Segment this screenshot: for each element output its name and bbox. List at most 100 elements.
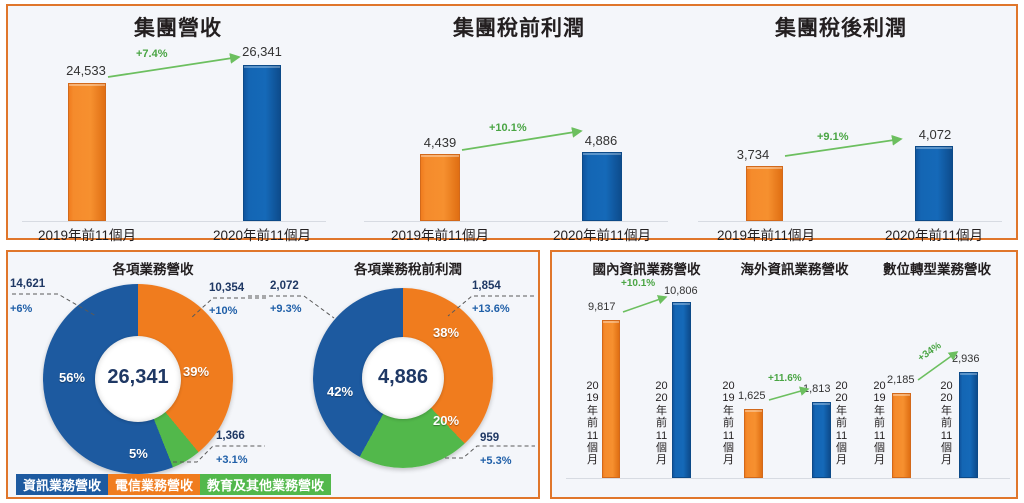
baseline-domestic-it-revenue [566, 478, 718, 479]
value-label-2020-digital-transformation-revenue: 2,936 [952, 353, 980, 365]
growth-arrow-domestic-it-revenue [622, 295, 668, 313]
axis-label-2019-group-revenue: 2019年前11個月 [37, 228, 137, 243]
bar-2020-pretax-profit [582, 152, 622, 221]
legend-item-information-revenue[interactable]: 資訊業務營收 [16, 474, 109, 495]
growth-arrow-pretax-profit [461, 127, 583, 151]
legend-label-information-revenue: 資訊業務營收 [23, 478, 102, 493]
chart-title-group-revenue: 集團營收 [134, 17, 222, 40]
legend-label-telecom-revenue: 電信業務營收 [115, 478, 194, 493]
callout-value-telecom-business-pretax-profit: 1,854 [472, 280, 501, 292]
slice-pct-telecom-business-pretax-profit: 38% [433, 325, 460, 340]
donut-hole-business-revenue [95, 336, 181, 422]
bar-2019-overseas-it-revenue [744, 409, 763, 478]
chart-title-business-pretax-profit: 各項業務稅前利潤 [354, 262, 462, 277]
slice-pct-telecom-business-revenue: 39% [183, 364, 210, 379]
callout-growth-info-business-revenue: +6% [10, 303, 33, 315]
axis-label-2020-digital-transformation-revenue: 2020年前11個月 [940, 380, 953, 467]
value-label-2020-group-revenue: 26,341 [242, 44, 282, 59]
top-summary-panel: 集團營收 24,533 26,341 +7.4% 2019年前11個月 2020… [6, 4, 1018, 243]
value-label-2019-overseas-it-revenue: 1,625 [738, 390, 766, 402]
axis-label-2019-aftertax-profit: 2019年前11個月 [716, 228, 816, 243]
baseline-aftertax-profit [698, 221, 1002, 222]
bar-2020-overseas-it-revenue [812, 402, 831, 478]
chart-title-digital-transformation-revenue: 數位轉型業務營收 [883, 262, 991, 277]
donut-center-value-business-revenue: 26,341 [107, 366, 169, 388]
axis-label-2019-pretax-profit: 2019年前11個月 [390, 228, 490, 243]
chart-title-aftertax-profit: 集團稅後利潤 [775, 17, 907, 40]
callout-value-education-business-revenue: 1,366 [216, 430, 245, 442]
growth-arrow-overseas-it-revenue [768, 386, 810, 401]
chart-title-overseas-it-revenue: 海外資訊業務營收 [740, 262, 849, 277]
value-label-2020-domestic-it-revenue: 10,806 [664, 285, 698, 297]
value-label-2019-aftertax-profit: 3,734 [736, 147, 770, 162]
axis-label-2019-digital-transformation-revenue: 2019年前11個月 [873, 380, 886, 467]
growth-arrow-group-revenue [107, 53, 241, 78]
callout-value-education-business-pretax-profit: 959 [480, 432, 500, 444]
donut-business-pretax-profit: 4,886 42% 38% 20% [313, 288, 493, 468]
callout-value-info-business-pretax-profit: 2,072 [270, 280, 299, 292]
donut-hole-business-pretax-profit [362, 337, 444, 419]
bar-2019-digital-transformation-revenue [892, 393, 911, 478]
segment-revenue-panel: 國內資訊業務營收 9,817 10,806 +10.1% 2019年前11個月 … [550, 250, 1018, 499]
baseline-digital-transformation-revenue [870, 478, 1010, 479]
bar-2019-group-revenue [68, 83, 106, 221]
axis-label-2020-overseas-it-revenue: 2020年前11個月 [835, 380, 848, 467]
growth-arrow-aftertax-profit [784, 134, 903, 157]
axis-label-2020-aftertax-profit: 2020年前11個月 [884, 228, 984, 243]
axis-label-2019-domestic-it-revenue: 2019年前11個月 [586, 380, 599, 467]
value-label-2019-digital-transformation-revenue: 2,185 [887, 374, 915, 386]
value-label-2020-aftertax-profit: 4,072 [918, 127, 952, 142]
donut-business-revenue: 26,341 56% 39% 5% [43, 284, 233, 474]
slice-pct-education-business-revenue: 5% [129, 446, 148, 461]
baseline-group-revenue [22, 221, 326, 222]
value-label-2019-pretax-profit: 4,439 [423, 135, 457, 150]
callout-value-telecom-business-revenue: 10,354 [209, 282, 245, 294]
donut-center-value-business-pretax-profit: 4,886 [377, 366, 429, 388]
callout-value-info-business-revenue: 14,621 [10, 278, 46, 290]
leader-line-info-business-pretax-profit [248, 295, 335, 319]
slice-pct-info-business-revenue: 56% [59, 370, 86, 385]
baseline-pretax-profit [364, 221, 668, 222]
bar-2020-digital-transformation-revenue [959, 372, 978, 478]
growth-label-aftertax-profit: +9.1% [817, 131, 849, 143]
legend-item-telecom-revenue[interactable]: 電信業務營收 [108, 474, 201, 495]
value-label-2020-overseas-it-revenue: 1,813 [803, 383, 831, 395]
chart-title-business-revenue: 各項業務營收 [112, 262, 194, 277]
callout-growth-education-business-revenue: +3.1% [216, 454, 248, 466]
leader-line-info-business-revenue [12, 293, 97, 317]
leader-line-education-business-pretax-profit [445, 445, 535, 459]
growth-label-pretax-profit: +10.1% [489, 122, 527, 134]
value-label-2020-pretax-profit: 4,886 [584, 133, 618, 148]
chart-title-domestic-it-revenue: 國內資訊業務營收 [592, 262, 701, 277]
value-label-2019-domestic-it-revenue: 9,817 [588, 301, 616, 313]
growth-label-group-revenue: +7.4% [136, 48, 168, 60]
bar-2020-group-revenue [243, 65, 281, 221]
growth-label-domestic-it-revenue: +10.1% [621, 278, 656, 289]
bar-2020-domestic-it-revenue [672, 302, 691, 478]
callout-growth-education-business-pretax-profit: +5.3% [480, 455, 512, 467]
growth-arrow-digital-transformation-revenue [917, 351, 959, 381]
business-breakdown-panel: 各項業務營收 26,341 56% 39% 5% 14,621 +6% 10,3… [6, 250, 540, 499]
callout-growth-telecom-business-pretax-profit: +13.6% [472, 303, 510, 315]
bar-2019-pretax-profit [420, 154, 460, 221]
axis-label-2020-group-revenue: 2020年前11個月 [212, 228, 312, 243]
bar-2020-aftertax-profit [915, 146, 953, 221]
axis-label-2020-domestic-it-revenue: 2020年前11個月 [655, 380, 668, 467]
donut-legend: 資訊業務營收 電信業務營收 教育及其他業務營收 [16, 474, 332, 495]
callout-growth-info-business-pretax-profit: +9.3% [270, 303, 302, 315]
callout-growth-telecom-business-revenue: +10% [209, 305, 238, 317]
axis-label-2020-pretax-profit: 2020年前11個月 [552, 228, 652, 243]
baseline-overseas-it-revenue [718, 478, 870, 479]
slice-pct-education-business-pretax-profit: 20% [433, 413, 460, 428]
bar-2019-aftertax-profit [746, 166, 783, 221]
chart-title-pretax-profit: 集團稅前利潤 [453, 17, 585, 40]
leader-line-telecom-business-revenue [190, 297, 266, 319]
legend-item-education-other-revenue[interactable]: 教育及其他業務營收 [200, 474, 332, 495]
slice-pct-info-business-pretax-profit: 42% [327, 384, 354, 399]
value-label-2019-group-revenue: 24,533 [66, 63, 106, 78]
growth-label-overseas-it-revenue: +11.6% [768, 373, 802, 384]
legend-label-education-other-revenue: 教育及其他業務營收 [207, 478, 325, 493]
axis-label-2019-overseas-it-revenue: 2019年前11個月 [722, 380, 735, 467]
bar-2019-domestic-it-revenue [602, 320, 620, 478]
